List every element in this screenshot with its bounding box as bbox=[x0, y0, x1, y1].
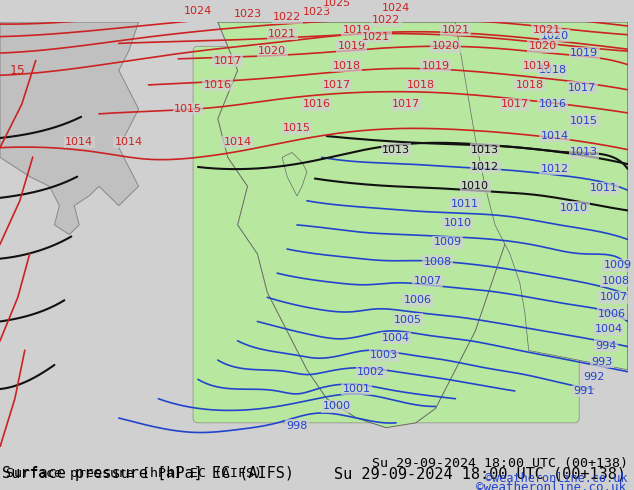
Text: 1019: 1019 bbox=[342, 25, 370, 35]
Text: 1002: 1002 bbox=[357, 367, 385, 377]
Text: Su 29-09-2024 18:00 UTC (00+138): Su 29-09-2024 18:00 UTC (00+138) bbox=[333, 466, 626, 481]
Text: 1018: 1018 bbox=[515, 80, 544, 90]
Text: 1020: 1020 bbox=[540, 31, 569, 41]
Text: 1017: 1017 bbox=[501, 99, 529, 109]
Text: 1005: 1005 bbox=[394, 315, 422, 324]
Text: 1025: 1025 bbox=[323, 0, 351, 8]
Text: 1017: 1017 bbox=[568, 83, 596, 93]
Text: 1012: 1012 bbox=[540, 164, 569, 174]
Text: 1004: 1004 bbox=[382, 333, 410, 343]
Text: 1020: 1020 bbox=[529, 41, 557, 51]
Text: 1015: 1015 bbox=[570, 116, 598, 125]
Text: 1017: 1017 bbox=[214, 56, 242, 66]
Text: 994: 994 bbox=[595, 341, 617, 351]
Polygon shape bbox=[455, 22, 628, 370]
Text: 1022: 1022 bbox=[372, 15, 400, 25]
Text: 15: 15 bbox=[10, 64, 26, 77]
Text: 1014: 1014 bbox=[224, 137, 252, 147]
Text: 1010: 1010 bbox=[443, 218, 472, 228]
Text: 1019: 1019 bbox=[337, 41, 366, 51]
Polygon shape bbox=[0, 22, 139, 235]
Text: 1016: 1016 bbox=[538, 99, 566, 109]
Text: 1004: 1004 bbox=[595, 324, 623, 334]
Text: 1020: 1020 bbox=[258, 46, 287, 56]
Polygon shape bbox=[282, 152, 307, 196]
Text: 1021: 1021 bbox=[268, 29, 296, 39]
Text: 1016: 1016 bbox=[204, 80, 232, 90]
Text: 1024: 1024 bbox=[184, 5, 212, 16]
Text: 1007: 1007 bbox=[413, 276, 442, 286]
Text: 1020: 1020 bbox=[432, 41, 460, 51]
Text: ©weatheronline.co.uk: ©weatheronline.co.uk bbox=[476, 481, 626, 490]
Text: 1011: 1011 bbox=[451, 198, 479, 209]
Text: 1013: 1013 bbox=[382, 145, 410, 155]
Text: 1017: 1017 bbox=[323, 80, 351, 90]
Text: 1008: 1008 bbox=[424, 257, 451, 267]
Text: 1001: 1001 bbox=[342, 384, 370, 394]
Text: 1014: 1014 bbox=[540, 131, 569, 141]
Text: 1016: 1016 bbox=[303, 99, 331, 109]
Text: 1009: 1009 bbox=[434, 237, 462, 247]
Text: 1023: 1023 bbox=[303, 7, 331, 18]
Text: 1003: 1003 bbox=[370, 350, 398, 360]
Text: 1013: 1013 bbox=[471, 145, 499, 155]
Text: 991: 991 bbox=[574, 386, 595, 396]
Text: 1006: 1006 bbox=[598, 309, 626, 318]
Text: 992: 992 bbox=[583, 372, 605, 383]
Text: 1023: 1023 bbox=[233, 9, 262, 20]
Text: 1021: 1021 bbox=[362, 32, 391, 42]
Text: 1010: 1010 bbox=[560, 202, 588, 213]
Text: 1010: 1010 bbox=[461, 181, 489, 191]
Text: 1009: 1009 bbox=[604, 261, 632, 270]
Text: 1006: 1006 bbox=[404, 295, 432, 305]
Text: 993: 993 bbox=[592, 357, 612, 367]
Text: ©weatheronline.co.uk: ©weatheronline.co.uk bbox=[485, 472, 628, 485]
Text: 1014: 1014 bbox=[65, 137, 93, 147]
Text: 1019: 1019 bbox=[422, 61, 450, 71]
Text: 1012: 1012 bbox=[471, 162, 499, 172]
Text: 1013: 1013 bbox=[570, 147, 598, 157]
Text: 1015: 1015 bbox=[283, 123, 311, 133]
Text: 998: 998 bbox=[287, 421, 307, 431]
Text: 1021: 1021 bbox=[533, 25, 560, 35]
FancyBboxPatch shape bbox=[193, 46, 579, 423]
Text: 1018: 1018 bbox=[538, 66, 567, 75]
Text: 1015: 1015 bbox=[174, 104, 202, 114]
Text: 1014: 1014 bbox=[115, 137, 143, 147]
Polygon shape bbox=[218, 22, 529, 428]
Text: 1007: 1007 bbox=[600, 293, 628, 302]
Text: 1019: 1019 bbox=[522, 61, 551, 71]
Text: Surface pressure [hPa] EC (AIFS): Surface pressure [hPa] EC (AIFS) bbox=[2, 466, 294, 481]
Text: 1018: 1018 bbox=[332, 61, 361, 71]
Text: 1000: 1000 bbox=[323, 401, 351, 412]
Text: Su 29-09-2024 18:00 UTC (00+138): Su 29-09-2024 18:00 UTC (00+138) bbox=[372, 457, 628, 470]
Text: 1011: 1011 bbox=[590, 183, 618, 193]
Text: 1021: 1021 bbox=[441, 25, 470, 35]
Text: 1019: 1019 bbox=[570, 48, 598, 58]
Text: 1017: 1017 bbox=[392, 99, 420, 109]
Text: 1024: 1024 bbox=[382, 2, 410, 13]
Text: Surface pressure [hPa] EC (AIFS): Surface pressure [hPa] EC (AIFS) bbox=[6, 467, 262, 480]
Text: 1022: 1022 bbox=[273, 12, 301, 23]
Text: 1018: 1018 bbox=[406, 80, 435, 90]
Text: 1008: 1008 bbox=[602, 276, 630, 286]
